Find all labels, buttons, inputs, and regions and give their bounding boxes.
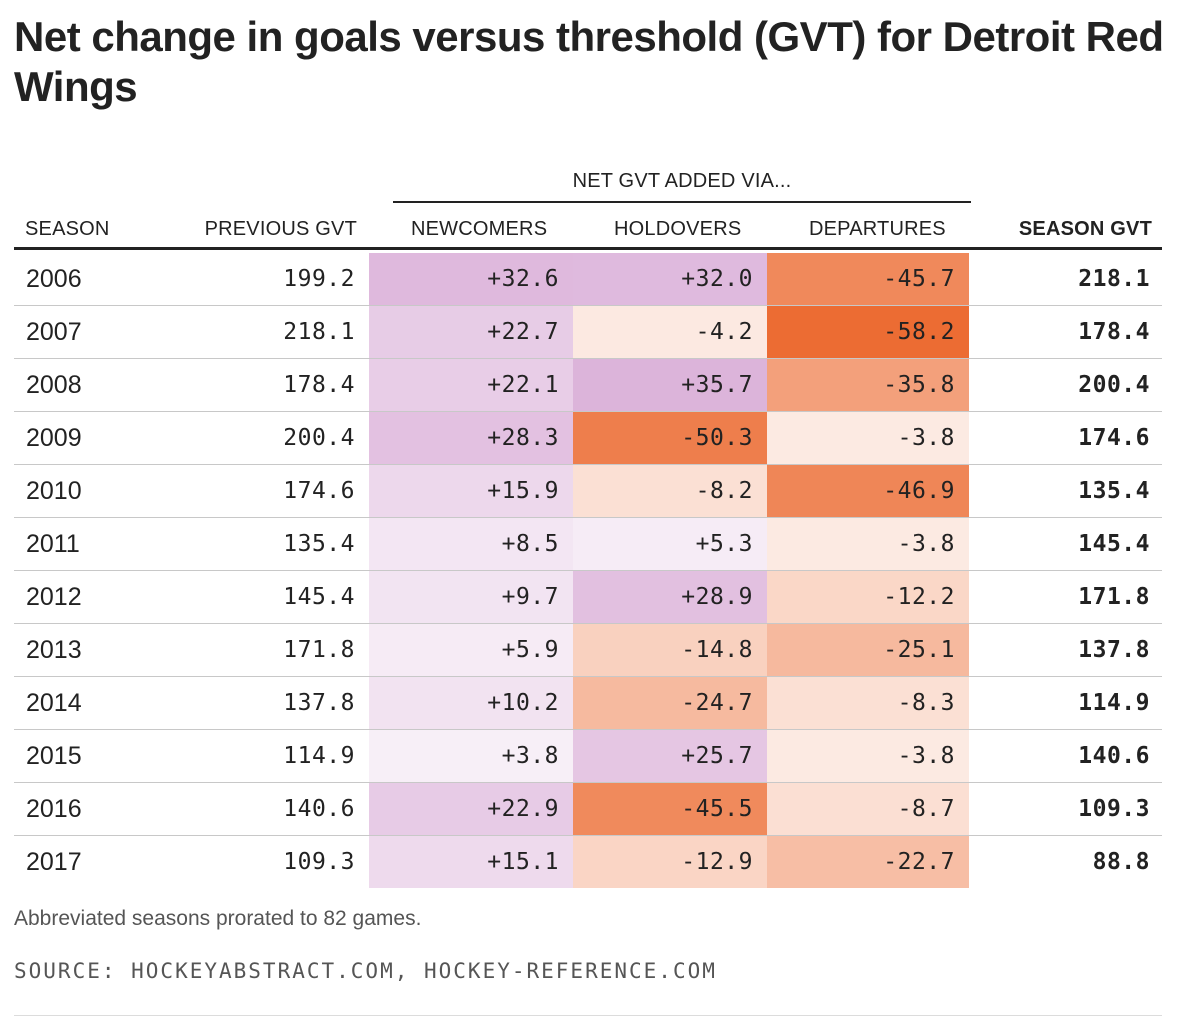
header-departures: DEPARTURES xyxy=(809,218,946,240)
cell-departures: -58.2 xyxy=(767,306,969,358)
cell-season: 2007 xyxy=(26,318,82,346)
source-line: SOURCE: HOCKEYABSTRACT.COM, HOCKEY-REFER… xyxy=(14,959,717,983)
cell-holdovers: -12.9 xyxy=(573,836,767,888)
cell-season-gvt: 178.4 xyxy=(1078,319,1150,345)
cell-departures: -46.9 xyxy=(767,465,969,517)
table-row: 2010 174.6 +15.9 -8.2 -46.9 135.4 xyxy=(14,465,1162,518)
cell-newcomers: +22.9 xyxy=(369,783,573,835)
cell-departures: -35.8 xyxy=(767,359,969,411)
cell-season-gvt: 145.4 xyxy=(1078,531,1150,557)
cell-previous-gvt: 199.2 xyxy=(283,266,355,292)
header-season: SEASON xyxy=(25,218,110,240)
cell-season-gvt: 88.8 xyxy=(1092,849,1150,875)
bottom-rule xyxy=(14,1015,1162,1016)
chart-title: Net change in goals versus threshold (GV… xyxy=(14,13,1164,110)
cell-season: 2012 xyxy=(26,583,82,611)
footnote: Abbreviated seasons prorated to 82 games… xyxy=(14,907,422,930)
cell-holdovers: +32.0 xyxy=(573,253,767,305)
cell-newcomers: +15.1 xyxy=(369,836,573,888)
table-row: 2011 135.4 +8.5 +5.3 -3.8 145.4 xyxy=(14,518,1162,571)
table-row: 2016 140.6 +22.9 -45.5 -8.7 109.3 xyxy=(14,783,1162,836)
cell-departures: -12.2 xyxy=(767,571,969,623)
table-row: 2015 114.9 +3.8 +25.7 -3.8 140.6 xyxy=(14,730,1162,783)
table-row: 2008 178.4 +22.1 +35.7 -35.8 200.4 xyxy=(14,359,1162,412)
cell-departures: -8.7 xyxy=(767,783,969,835)
cell-season: 2006 xyxy=(26,265,82,293)
cell-newcomers: +9.7 xyxy=(369,571,573,623)
cell-holdovers: -45.5 xyxy=(573,783,767,835)
cell-holdovers: +35.7 xyxy=(573,359,767,411)
header-rule xyxy=(14,247,1162,250)
cell-holdovers: +25.7 xyxy=(573,730,767,782)
cell-season-gvt: 109.3 xyxy=(1078,796,1150,822)
table-row: 2014 137.8 +10.2 -24.7 -8.3 114.9 xyxy=(14,677,1162,730)
cell-newcomers: +8.5 xyxy=(369,518,573,570)
cell-holdovers: -14.8 xyxy=(573,624,767,676)
table-row: 2017 109.3 +15.1 -12.9 -22.7 88.8 xyxy=(14,836,1162,888)
cell-newcomers: +22.1 xyxy=(369,359,573,411)
cell-season-gvt: 200.4 xyxy=(1078,372,1150,398)
cell-previous-gvt: 218.1 xyxy=(283,319,355,345)
header-previous-gvt: PREVIOUS GVT xyxy=(204,218,357,240)
table-row: 2012 145.4 +9.7 +28.9 -12.2 171.8 xyxy=(14,571,1162,624)
cell-season-gvt: 140.6 xyxy=(1078,743,1150,769)
cell-previous-gvt: 145.4 xyxy=(283,584,355,610)
cell-season: 2017 xyxy=(26,848,82,876)
cell-season-gvt: 137.8 xyxy=(1078,637,1150,663)
cell-season: 2016 xyxy=(26,795,82,823)
table-row: 2013 171.8 +5.9 -14.8 -25.1 137.8 xyxy=(14,624,1162,677)
cell-season-gvt: 171.8 xyxy=(1078,584,1150,610)
group-header-net-gvt: NET GVT ADDED VIA... xyxy=(393,169,971,203)
cell-season-gvt: 114.9 xyxy=(1078,690,1150,716)
cell-departures: -3.8 xyxy=(767,412,969,464)
cell-newcomers: +3.8 xyxy=(369,730,573,782)
cell-season: 2014 xyxy=(26,689,82,717)
cell-holdovers: -50.3 xyxy=(573,412,767,464)
cell-previous-gvt: 109.3 xyxy=(283,849,355,875)
cell-previous-gvt: 174.6 xyxy=(283,478,355,504)
cell-holdovers: +5.3 xyxy=(573,518,767,570)
cell-newcomers: +5.9 xyxy=(369,624,573,676)
cell-newcomers: +32.6 xyxy=(369,253,573,305)
cell-departures: -25.1 xyxy=(767,624,969,676)
cell-newcomers: +28.3 xyxy=(369,412,573,464)
table-body: 2006 199.2 +32.6 +32.0 -45.7 218.1 2007 218.1 +2… xyxy=(14,253,1162,888)
cell-season: 2015 xyxy=(26,742,82,770)
cell-departures: -22.7 xyxy=(767,836,969,888)
cell-season-gvt: 174.6 xyxy=(1078,425,1150,451)
cell-holdovers: +28.9 xyxy=(573,571,767,623)
header-holdovers: HOLDOVERS xyxy=(614,218,742,240)
cell-previous-gvt: 140.6 xyxy=(283,796,355,822)
cell-newcomers: +15.9 xyxy=(369,465,573,517)
table-row: 2009 200.4 +28.3 -50.3 -3.8 174.6 xyxy=(14,412,1162,465)
cell-departures: -8.3 xyxy=(767,677,969,729)
cell-newcomers: +10.2 xyxy=(369,677,573,729)
cell-previous-gvt: 114.9 xyxy=(283,743,355,769)
cell-season: 2010 xyxy=(26,477,82,505)
cell-newcomers: +22.7 xyxy=(369,306,573,358)
cell-previous-gvt: 200.4 xyxy=(283,425,355,451)
cell-season: 2008 xyxy=(26,371,82,399)
cell-season: 2009 xyxy=(26,424,82,452)
cell-previous-gvt: 135.4 xyxy=(283,531,355,557)
header-newcomers: NEWCOMERS xyxy=(411,218,548,240)
cell-season: 2013 xyxy=(26,636,82,664)
cell-season-gvt: 135.4 xyxy=(1078,478,1150,504)
cell-departures: -45.7 xyxy=(767,253,969,305)
cell-holdovers: -4.2 xyxy=(573,306,767,358)
cell-departures: -3.8 xyxy=(767,518,969,570)
cell-previous-gvt: 178.4 xyxy=(283,372,355,398)
cell-holdovers: -8.2 xyxy=(573,465,767,517)
cell-season: 2011 xyxy=(26,530,80,558)
cell-previous-gvt: 171.8 xyxy=(283,637,355,663)
cell-holdovers: -24.7 xyxy=(573,677,767,729)
cell-previous-gvt: 137.8 xyxy=(283,690,355,716)
cell-departures: -3.8 xyxy=(767,730,969,782)
header-season-gvt: SEASON GVT xyxy=(1018,218,1152,240)
table-row: 2006 199.2 +32.6 +32.0 -45.7 218.1 xyxy=(14,253,1162,306)
table-row: 2007 218.1 +22.7 -4.2 -58.2 178.4 xyxy=(14,306,1162,359)
cell-season-gvt: 218.1 xyxy=(1078,266,1150,292)
